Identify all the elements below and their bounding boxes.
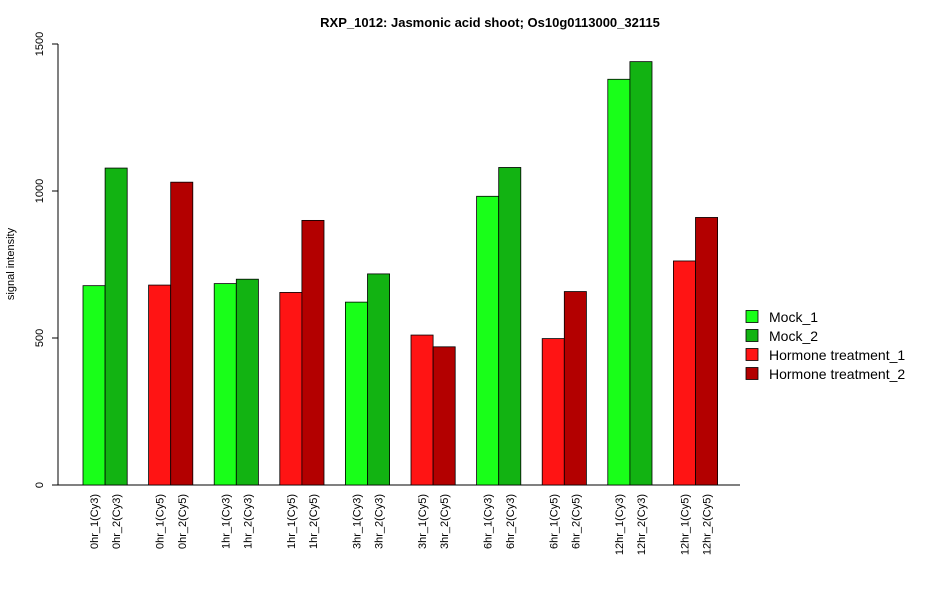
y-tick-label: 500 [34,329,46,347]
x-tick-label: 6hr_2(Cy5) [570,494,582,549]
y-axis-label: signal intensity [5,227,17,300]
bar-3hr_2(Cy5) [432,346,456,486]
bar-0hr_1(Cy3) [82,285,106,486]
x-tick-label: 6hr_2(Cy3) [505,494,517,549]
bar-6hr_2(Cy5) [563,291,587,486]
x-tick-label: 3hr_2(Cy5) [439,494,451,549]
plot-area: 0 500 1000 1500 0hr_1(Cy3) 0hr_2(Cy3) 0hr_1(Cy… [34,32,740,555]
bar-1hr_2(Cy3) [235,278,259,486]
legend-swatch [745,348,759,361]
x-tick-label: 3hr_2(Cy3) [374,494,386,549]
x-tick-label: 0hr_1(Cy5) [155,494,167,549]
bar-12hr_2(Cy3) [629,61,653,486]
legend-swatch [745,310,759,323]
chart-title: RXP_1012: Jasmonic acid shoot; Os10g0113… [320,15,660,30]
x-tick-label: 6hr_1(Cy3) [483,494,495,549]
bar-12hr_1(Cy3) [607,78,631,486]
bar-12hr_1(Cy5) [673,260,696,486]
bar-3hr_1(Cy3) [344,301,368,486]
x-tick-label: 12hr_2(Cy5) [702,494,714,555]
x-tick-label: 0hr_2(Cy3) [111,494,123,549]
bar-6hr_2(Cy3) [498,167,522,486]
legend-swatch [745,367,759,380]
x-tick-label: 1hr_1(Cy3) [220,494,232,549]
x-tick-label: 3hr_1(Cy5) [417,494,429,549]
y-tick-label: 0 [34,482,46,488]
bar-0hr_2(Cy3) [104,167,128,486]
x-tick-label: 12hr_1(Cy3) [614,494,626,555]
bar-0hr_2(Cy5) [170,181,194,486]
legend-label: Hormone treatment_1 [769,347,905,363]
bar-1hr_1(Cy3) [213,283,237,486]
y-tick-label: 1500 [34,32,46,56]
x-tick-label: 6hr_1(Cy5) [548,494,560,549]
legend: Mock_1 Mock_2 Hormone treatment_1 Hormone t… [745,309,905,382]
bar-0hr_1(Cy5) [148,284,172,486]
bar-3hr_1(Cy5) [410,334,434,486]
x-tick-label: 0hr_2(Cy5) [177,494,189,549]
legend-label: Mock_1 [769,309,818,325]
bar-1hr_1(Cy5) [279,292,303,486]
bar-6hr_1(Cy5) [541,338,565,486]
x-tick-label: 3hr_1(Cy3) [351,494,363,549]
legend-swatch [745,329,759,342]
x-tick-label: 1hr_1(Cy5) [286,494,298,549]
y-tick-label: 1000 [34,179,46,203]
x-tick-label: 1hr_2(Cy5) [308,494,320,549]
legend-label: Hormone treatment_2 [769,366,905,382]
bar-3hr_2(Cy3) [367,273,391,486]
legend-label: Mock_2 [769,328,818,344]
x-tick-label: 1hr_2(Cy3) [242,494,254,549]
x-tick-label: 0hr_1(Cy3) [89,494,101,549]
bar-6hr_1(Cy3) [476,195,500,486]
bar-1hr_2(Cy5) [301,219,325,486]
x-tick-label: 12hr_1(Cy5) [679,494,691,555]
x-tick-label: 12hr_2(Cy3) [636,494,648,555]
bar-12hr_2(Cy5) [695,217,719,486]
